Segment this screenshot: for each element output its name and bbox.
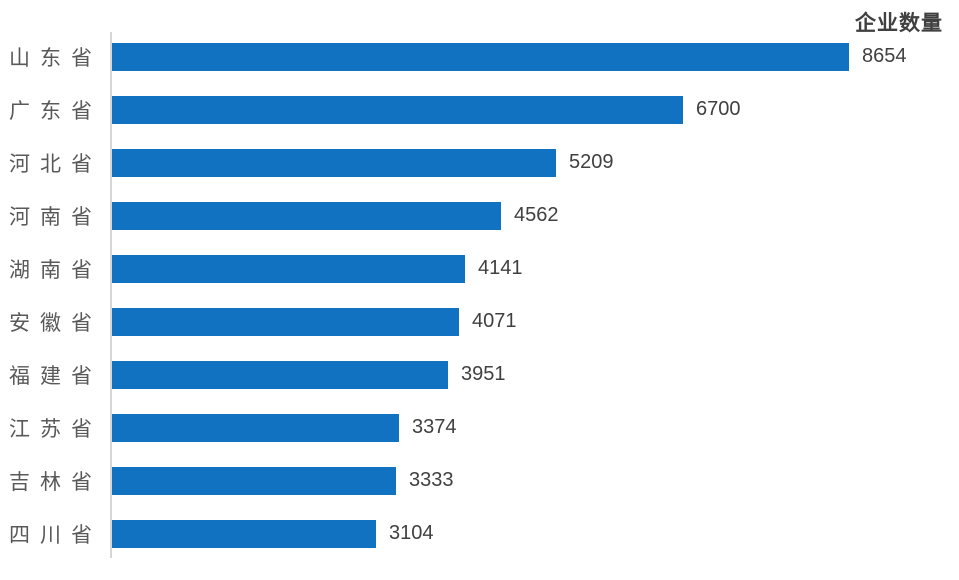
value-label: 3333 (409, 469, 454, 491)
category-label: 福建省 (9, 363, 102, 388)
bar (112, 201, 501, 230)
category-label: 河北省 (9, 151, 102, 176)
value-label: 3104 (389, 522, 434, 544)
bar (112, 360, 448, 389)
bar (112, 148, 556, 177)
value-label: 4071 (472, 310, 517, 332)
value-label: 4562 (514, 204, 559, 226)
bar (112, 42, 849, 71)
category-label: 湖南省 (9, 257, 102, 282)
bar (112, 466, 396, 495)
bar (112, 519, 376, 548)
category-label: 广东省 (9, 98, 102, 123)
chart-row: 河北省 5209 (0, 136, 959, 189)
chart-title: 企业数量 (855, 12, 943, 35)
bar (112, 95, 683, 124)
bar (112, 413, 399, 442)
category-label: 山东省 (9, 45, 102, 70)
chart-row: 四川省 3104 (0, 507, 959, 560)
category-label: 安徽省 (9, 310, 102, 335)
chart-row: 湖南省 4141 (0, 242, 959, 295)
value-label: 3374 (412, 416, 457, 438)
category-label: 江苏省 (9, 416, 102, 441)
category-label: 河南省 (9, 204, 102, 229)
value-label: 4141 (478, 257, 523, 279)
value-label: 3951 (461, 363, 506, 385)
plot-area: 山东省 8654 广东省 6700 河北省 5209 河南省 4562 湖南省 … (0, 30, 959, 560)
y-axis-line (110, 32, 112, 558)
chart-row: 广东省 6700 (0, 83, 959, 136)
bar (112, 254, 465, 283)
value-label: 6700 (696, 98, 741, 120)
chart-row: 河南省 4562 (0, 189, 959, 242)
chart-row: 安徽省 4071 (0, 295, 959, 348)
chart-row: 江苏省 3374 (0, 401, 959, 454)
value-label: 8654 (862, 45, 907, 67)
category-label: 吉林省 (9, 469, 102, 494)
chart-row: 山东省 8654 (0, 30, 959, 83)
category-label: 四川省 (9, 522, 102, 547)
value-label: 5209 (569, 151, 614, 173)
chart-row: 福建省 3951 (0, 348, 959, 401)
bar (112, 307, 459, 336)
chart-row: 吉林省 3333 (0, 454, 959, 507)
